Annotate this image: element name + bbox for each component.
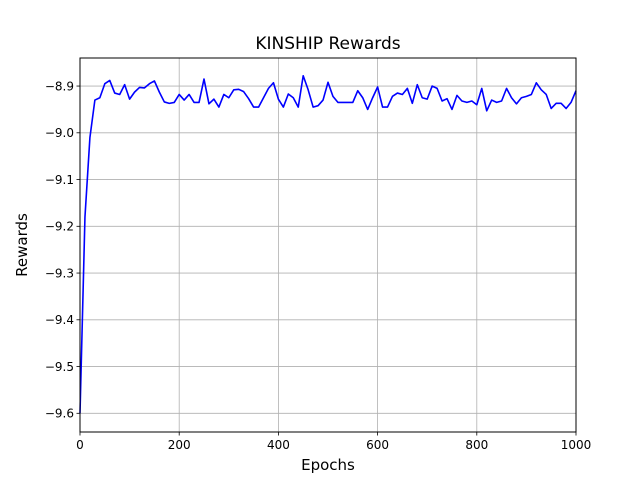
- y-tick-label: −9.0: [45, 126, 74, 140]
- rewards-series-line: [79, 74, 577, 414]
- x-axis: 0 200 400 600 800 1000: [76, 432, 591, 452]
- y-axis: −9.6 −9.5 −9.4 −9.3 −9.2 −9.1 −9.0 −8.9: [45, 79, 80, 421]
- y-tick-label: −9.4: [45, 313, 74, 327]
- y-tick-label: −9.1: [45, 173, 74, 187]
- x-tick-label: 800: [465, 438, 488, 452]
- x-tick-label: 600: [366, 438, 389, 452]
- y-tick-label: −8.9: [45, 79, 74, 93]
- x-tick-label: 1000: [561, 438, 592, 452]
- y-tick-label: −9.5: [45, 360, 74, 374]
- x-tick-label: 200: [168, 438, 191, 452]
- chart-title: KINSHIP Rewards: [255, 34, 400, 54]
- x-tick-label: 0: [76, 438, 84, 452]
- x-axis-title: Epochs: [301, 456, 355, 474]
- plot-frame: [79, 57, 577, 433]
- y-tick-label: −9.3: [45, 266, 74, 280]
- y-tick-label: −9.2: [45, 220, 74, 234]
- series-layer: [79, 74, 577, 414]
- y-tick-label: −9.6: [45, 407, 74, 421]
- x-tick-label: 400: [267, 438, 290, 452]
- y-axis-title: Rewards: [13, 213, 31, 277]
